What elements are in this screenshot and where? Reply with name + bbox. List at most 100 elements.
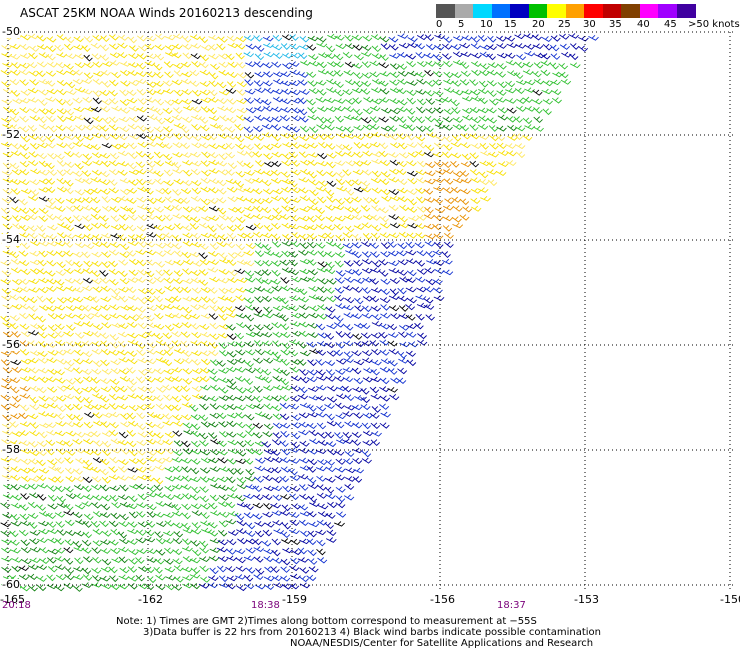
wind-barb: [253, 494, 264, 501]
wind-barb: [172, 213, 184, 219]
wind-barb: [171, 243, 182, 250]
wind-barb: [387, 241, 397, 248]
wind-barb: [137, 204, 148, 210]
wind-barb: [19, 169, 30, 176]
wind-barb: [379, 403, 390, 410]
wind-barb: [288, 269, 300, 276]
wind-barb: [11, 395, 22, 403]
wind-barb: [352, 97, 362, 105]
wind-barb: [189, 404, 199, 412]
wind-barb: [334, 521, 345, 527]
wind-barb: [361, 340, 372, 347]
wind-barb: [209, 403, 220, 410]
wind-barb: [333, 223, 344, 231]
wind-barb: [191, 385, 203, 392]
wind-barb: [111, 557, 123, 563]
wind-barb: [298, 151, 309, 159]
wind-barb: [360, 322, 371, 330]
wind-barb: [91, 404, 102, 411]
wind-barb: [93, 71, 104, 77]
wind-barb: [27, 501, 38, 509]
wind-barb: [496, 43, 507, 49]
wind-barb: [208, 168, 220, 174]
wind-barb: [469, 160, 480, 168]
wind-barb: [108, 349, 120, 356]
wind-barb: [300, 60, 311, 66]
wind-barb: [173, 576, 184, 583]
wind-barb: [190, 53, 202, 60]
wind-barb: [144, 474, 155, 482]
wind-barb: [371, 78, 383, 85]
wind-barb: [514, 125, 526, 132]
wind-barb: [190, 414, 201, 421]
wind-barb: [271, 160, 282, 167]
wind-barb: [101, 530, 112, 537]
wind-barb: [532, 43, 544, 49]
wind-barb: [145, 213, 156, 220]
wind-barb: [46, 250, 58, 256]
wind-barb: [316, 475, 327, 482]
wind-barb: [335, 495, 346, 503]
wind-barb: [216, 241, 227, 248]
wind-barb: [252, 188, 263, 195]
wind-barb: [171, 98, 183, 105]
wind-barb: [360, 205, 371, 212]
wind-barb: [81, 501, 93, 507]
wind-barb: [271, 466, 282, 474]
wind-barb: [243, 116, 254, 123]
wind-barb: [486, 53, 496, 61]
wind-barb: [371, 359, 382, 366]
wind-barb: [353, 160, 364, 167]
wind-barb: [198, 252, 208, 260]
wind-barb: [289, 366, 300, 373]
wind-barb: [452, 171, 464, 178]
wind-barb: [136, 225, 147, 232]
wind-barb: [190, 195, 202, 202]
wind-barb: [199, 69, 211, 76]
wind-barb: [102, 117, 112, 125]
wind-barb: [226, 366, 237, 373]
wind-barb: [90, 144, 101, 151]
wind-barb: [11, 206, 22, 213]
wind-barb: [109, 60, 120, 66]
wind-barb: [416, 286, 427, 293]
wind-barb: [173, 358, 185, 365]
wind-barb: [271, 61, 282, 68]
wind-barb: [227, 277, 238, 283]
wind-barb: [73, 484, 85, 491]
wind-barb: [163, 277, 174, 284]
wind-barb: [307, 249, 318, 256]
wind-barb: [136, 35, 147, 42]
wind-barb: [290, 414, 301, 421]
wind-barb: [171, 504, 182, 511]
wind-barb: [432, 223, 442, 231]
wind-barb: [189, 80, 200, 87]
lat-label: -56: [2, 338, 20, 351]
wind-barb: [83, 224, 93, 232]
wind-barb: [163, 269, 173, 277]
wind-barb: [27, 413, 39, 420]
wind-barb: [117, 385, 128, 393]
wind-barb: [369, 116, 380, 124]
wind-barb: [129, 116, 140, 123]
wind-barb: [423, 297, 434, 304]
wind-barb: [243, 378, 254, 386]
wind-barb: [144, 152, 155, 160]
wind-barb: [45, 422, 57, 429]
colorbar-swatch: [639, 4, 659, 18]
wind-barb: [208, 187, 219, 194]
wind-barb: [29, 557, 41, 564]
wind-barb: [84, 313, 95, 320]
wind-barb: [425, 80, 436, 87]
wind-barb: [180, 78, 192, 85]
wind-barb: [163, 538, 174, 544]
wind-barb: [38, 215, 49, 223]
wind-barb: [263, 153, 273, 160]
wind-barb: [47, 152, 57, 160]
wind-barb: [153, 423, 165, 429]
wind-barb: [354, 395, 365, 401]
wind-barb: [36, 295, 46, 303]
wind-barb: [100, 133, 111, 141]
wind-barb: [398, 142, 408, 150]
wind-barb: [20, 242, 31, 250]
